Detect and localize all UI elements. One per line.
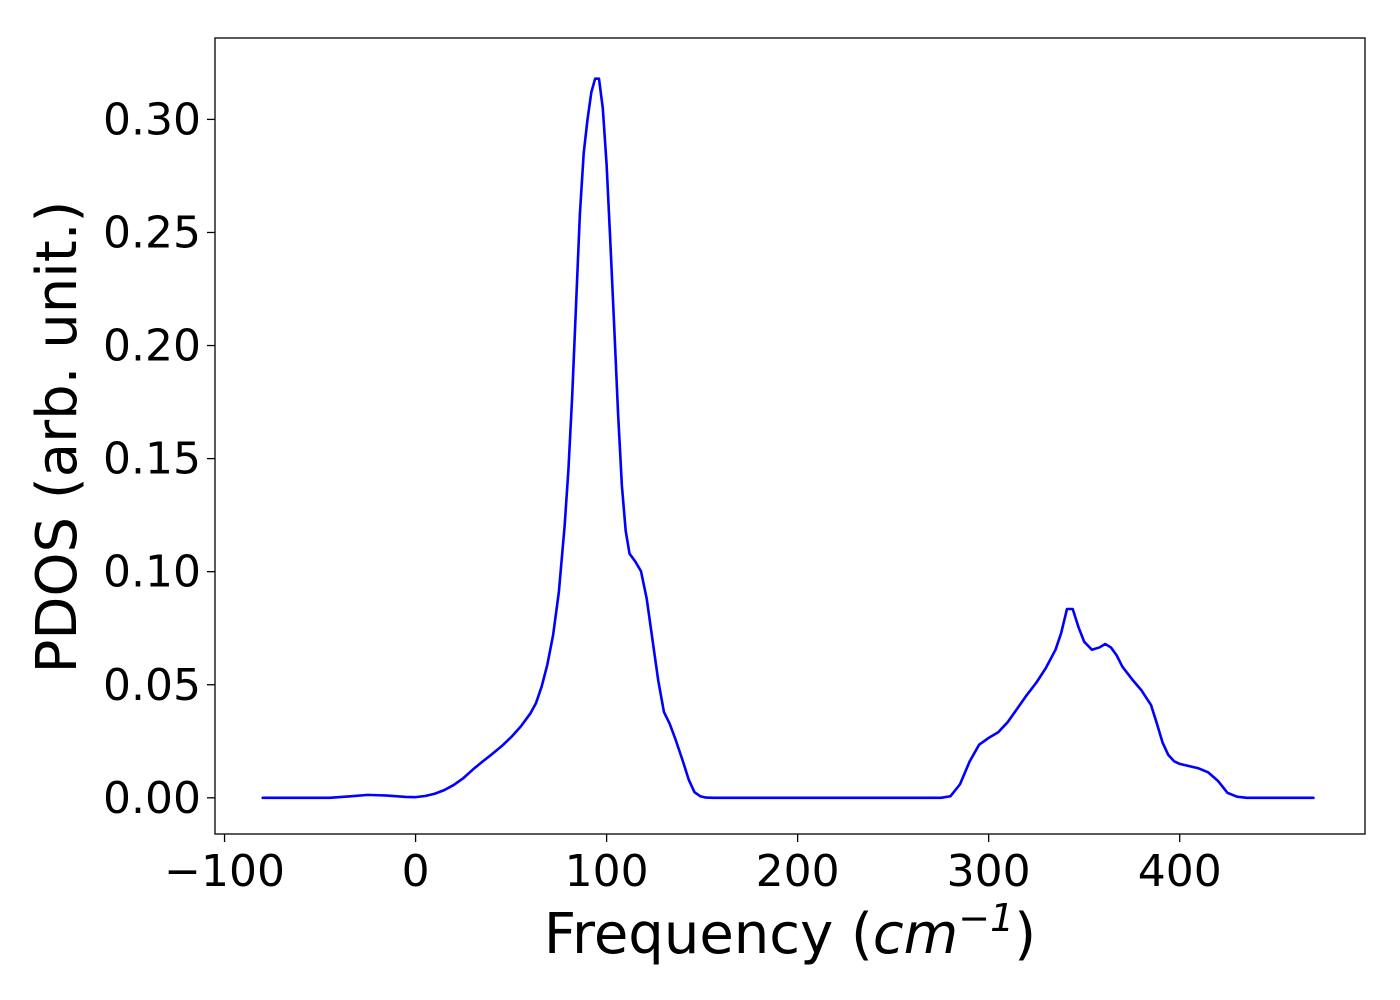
- y-tick-label: 0.15: [103, 434, 201, 485]
- x-tick-label: 400: [1138, 846, 1222, 897]
- x-tick-label: −100: [164, 846, 285, 897]
- x-axis-label: Frequency (cm−1): [544, 896, 1036, 967]
- y-tick-label: 0.30: [103, 94, 201, 145]
- y-axis-ticks: 0.00 0.05 0.10 0.15 0.20 0.25 0.30: [103, 94, 215, 824]
- x-tick-label: 200: [756, 846, 840, 897]
- y-tick-label: 0.25: [103, 207, 201, 258]
- x-tick-label: 100: [565, 846, 649, 897]
- y-axis-label: PDOS (arb. unit.): [25, 201, 90, 674]
- plot-frame: [214, 37, 1366, 835]
- y-tick-label: 0.10: [103, 547, 201, 598]
- pdos-series-line: [261, 77, 1315, 800]
- y-tick-label: 0.05: [103, 660, 201, 711]
- y-tick-label: 0.00: [103, 773, 201, 824]
- x-tick-label: 0: [402, 846, 430, 897]
- y-tick-label: 0.20: [103, 321, 201, 372]
- x-axis-ticks: −100 0 100 200 300 400: [164, 834, 1222, 897]
- x-tick-label: 300: [947, 846, 1031, 897]
